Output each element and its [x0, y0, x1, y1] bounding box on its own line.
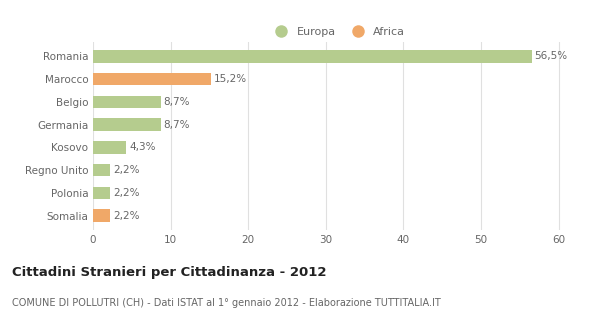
Text: 2,2%: 2,2%	[113, 211, 140, 220]
Text: 15,2%: 15,2%	[214, 74, 247, 84]
Text: 4,3%: 4,3%	[130, 142, 156, 152]
Bar	[93, 96, 161, 108]
Text: 56,5%: 56,5%	[535, 52, 568, 61]
Bar	[93, 141, 127, 154]
Text: 8,7%: 8,7%	[164, 97, 190, 107]
Text: Cittadini Stranieri per Cittadinanza - 2012: Cittadini Stranieri per Cittadinanza - 2…	[12, 266, 326, 279]
Bar	[93, 50, 532, 63]
Text: 2,2%: 2,2%	[113, 165, 140, 175]
Bar	[93, 164, 110, 176]
Bar	[93, 73, 211, 85]
Bar	[93, 187, 110, 199]
Bar	[93, 118, 161, 131]
Bar	[93, 209, 110, 222]
Text: 2,2%: 2,2%	[113, 188, 140, 198]
Legend: Europa, Africa: Europa, Africa	[265, 23, 410, 42]
Text: 8,7%: 8,7%	[164, 120, 190, 130]
Text: COMUNE DI POLLUTRI (CH) - Dati ISTAT al 1° gennaio 2012 - Elaborazione TUTTITALI: COMUNE DI POLLUTRI (CH) - Dati ISTAT al …	[12, 298, 441, 308]
